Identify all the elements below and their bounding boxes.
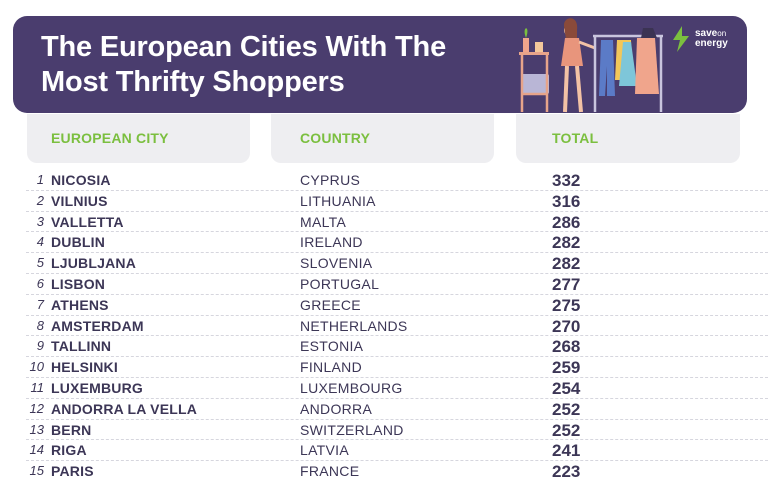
- country-cell: SLOVENIA: [300, 255, 373, 272]
- table-row: 8 AMSTERDAM NETHERLANDS 270: [26, 316, 768, 337]
- column-header-country: COUNTRY: [271, 114, 494, 163]
- rank-cell: 1: [36, 172, 44, 187]
- total-cell: 259: [552, 358, 581, 378]
- city-cell: BERN: [51, 421, 92, 438]
- page-title: The European Cities With The Most Thrift…: [41, 30, 446, 100]
- table-row: 14 RIGA LATVIA 241: [26, 440, 768, 462]
- table-row: 13 BERN SWITZERLAND 252: [26, 420, 768, 441]
- logo-word-save: save: [695, 28, 718, 39]
- title-line-1: The European Cities With The: [41, 31, 447, 63]
- city-cell: ANDORRA LA VELLA: [51, 400, 198, 417]
- country-cell: PORTUGAL: [300, 275, 380, 292]
- logo-word-on: on: [717, 29, 727, 38]
- city-cell: PARIS: [51, 463, 94, 480]
- table-row: 3 VALLETTA MALTA 286: [26, 212, 768, 233]
- save-on-energy-logo: saveon energy: [671, 24, 747, 60]
- rank-cell: 14: [29, 442, 44, 458]
- rank-cell: 10: [29, 359, 44, 375]
- country-cell: IRELAND: [300, 234, 363, 251]
- title-banner: The European Cities With The Most Thrift…: [13, 16, 747, 113]
- country-cell: NETHERLANDS: [300, 317, 408, 334]
- country-cell: LATVIA: [300, 442, 350, 459]
- city-cell: NICOSIA: [51, 172, 111, 188]
- rank-cell: 9: [36, 338, 44, 354]
- table-row: 1 NICOSIA CYPRUS 332: [26, 170, 768, 191]
- table-row: 10 HELSINKI FINLAND 259: [26, 357, 768, 378]
- country-cell: CYPRUS: [300, 172, 361, 188]
- total-cell: 332: [552, 171, 581, 190]
- rank-cell: 12: [29, 400, 44, 416]
- city-cell: AMSTERDAM: [51, 317, 144, 334]
- city-cell: HELSINKI: [51, 359, 118, 376]
- total-cell: 241: [552, 441, 581, 461]
- country-cell: GREECE: [300, 296, 361, 313]
- total-cell: 254: [552, 378, 581, 398]
- rank-cell: 15: [29, 463, 44, 479]
- city-cell: ATHENS: [51, 296, 109, 313]
- rank-cell: 5: [36, 255, 44, 271]
- city-cell: VALLETTA: [51, 213, 124, 230]
- total-cell: 316: [552, 191, 581, 211]
- column-header-city: EUROPEAN CITY: [27, 114, 250, 163]
- total-cell: 275: [552, 295, 581, 315]
- column-header-total: TOTAL: [516, 114, 740, 163]
- rank-cell: 7: [36, 296, 44, 312]
- country-cell: FINLAND: [300, 359, 362, 376]
- table-row: 9 TALLINN ESTONIA 268: [26, 336, 768, 358]
- table-row: 6 LISBON PORTUGAL 277: [26, 274, 768, 295]
- lightning-leaf-icon: [673, 26, 689, 52]
- total-cell: 282: [552, 254, 581, 274]
- total-cell: 286: [552, 212, 581, 232]
- total-cell: 252: [552, 420, 581, 440]
- table-row: 5 LJUBLJANA SLOVENIA 282: [26, 253, 768, 274]
- table-row: 7 ATHENS GREECE 275: [26, 295, 768, 316]
- rank-cell: 2: [36, 192, 44, 208]
- city-cell: LUXEMBURG: [51, 379, 144, 396]
- rank-cell: 13: [29, 421, 44, 437]
- total-cell: 282: [552, 233, 581, 253]
- country-cell: ANDORRA: [300, 400, 373, 417]
- table-row: 2 VILNIUS LITHUANIA 316: [26, 191, 768, 212]
- city-cell: TALLINN: [51, 338, 112, 355]
- total-cell: 268: [552, 337, 581, 357]
- country-cell: ESTONIA: [300, 338, 364, 355]
- country-cell: LITHUANIA: [300, 192, 376, 209]
- table-row: 12 ANDORRA LA VELLA ANDORRA 252: [26, 399, 768, 420]
- rank-cell: 8: [36, 317, 44, 333]
- shopper-illustration-icon: [519, 18, 663, 113]
- rank-cell: 4: [36, 234, 44, 250]
- city-cell: LJUBLJANA: [51, 255, 137, 272]
- rank-cell: 11: [30, 379, 45, 395]
- table-row: 11 LUXEMBURG LUXEMBOURG 254: [26, 378, 768, 399]
- table-row: 15 PARIS FRANCE 223: [26, 461, 768, 482]
- city-cell: DUBLIN: [51, 234, 106, 251]
- logo-word-energy: energy: [695, 38, 728, 49]
- ranking-table: 1 NICOSIA CYPRUS 332 2 VILNIUS LITHUANIA 316 3 VA…: [0, 170, 768, 482]
- rank-cell: 6: [36, 275, 44, 291]
- total-cell: 223: [552, 462, 581, 482]
- city-cell: LISBON: [51, 275, 106, 292]
- table-row: 4 DUBLIN IRELAND 282: [26, 232, 768, 254]
- title-line-2: Most Thrifty Shoppers: [41, 66, 345, 98]
- total-cell: 277: [552, 274, 581, 294]
- city-cell: VILNIUS: [51, 192, 108, 209]
- total-cell: 270: [552, 316, 581, 336]
- country-cell: MALTA: [300, 213, 347, 230]
- city-cell: RIGA: [51, 442, 87, 459]
- rank-cell: 3: [36, 213, 44, 229]
- country-cell: SWITZERLAND: [300, 421, 404, 438]
- country-cell: LUXEMBOURG: [300, 379, 403, 396]
- total-cell: 252: [552, 399, 581, 419]
- country-cell: FRANCE: [300, 463, 360, 480]
